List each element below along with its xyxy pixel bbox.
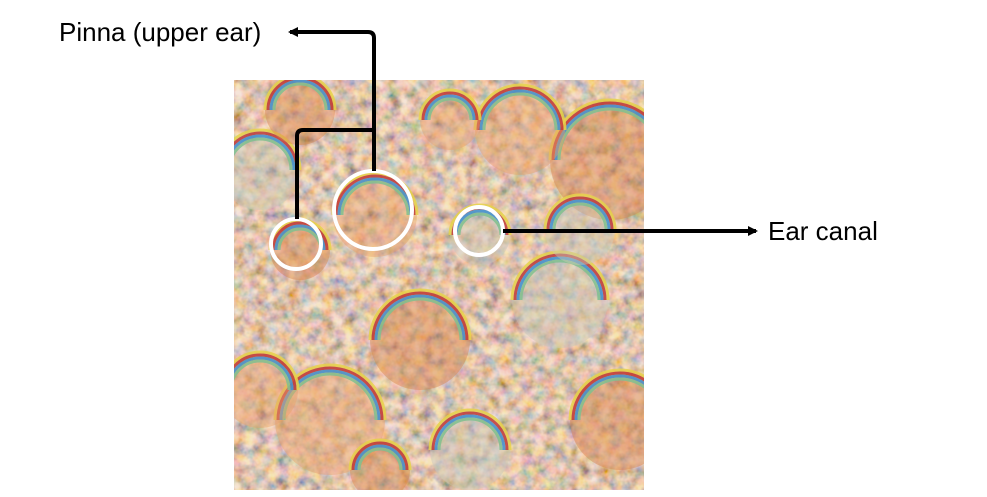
texture-rim [571, 371, 644, 421]
texture-bubble [512, 252, 608, 348]
texture-rim [548, 98, 644, 161]
texture-rim [377, 297, 463, 341]
texture-rim [549, 199, 611, 231]
texture-rim [519, 259, 601, 301]
texture-rim [434, 414, 506, 451]
texture-rim [551, 101, 644, 161]
texture-bubble [370, 290, 470, 390]
texture-rim [424, 94, 476, 121]
texture-rim [282, 372, 378, 421]
texture-rim [337, 177, 413, 216]
texture-rim [272, 82, 328, 111]
texture-rim [273, 363, 387, 421]
texture-rim [374, 294, 466, 341]
texture-bubble [475, 85, 565, 175]
pinna-label: Pinna (upper ear) [59, 17, 261, 47]
texture-rim [340, 180, 410, 216]
texture-rim [568, 368, 644, 421]
texture-rim [543, 193, 617, 231]
texture-bubble [430, 410, 510, 490]
texture-rim [234, 134, 296, 171]
texture-rim [557, 107, 644, 161]
pinna-leader-lines [288, 27, 376, 219]
texture-rim [437, 417, 503, 451]
texture-rim [234, 131, 299, 171]
texture-rim [234, 356, 294, 391]
texture-rim [577, 377, 644, 421]
texture-rim [431, 411, 509, 451]
texture-rim [269, 80, 331, 111]
texture-rim [276, 366, 384, 421]
texture-rim [354, 444, 406, 471]
texture-rim [482, 92, 558, 131]
texture-rim [428, 408, 512, 451]
texture-rim [574, 374, 644, 421]
texture-rim [513, 253, 607, 301]
texture-bubble [550, 100, 644, 220]
texture-rim [234, 359, 291, 391]
texture-rim [516, 256, 604, 301]
texture-rim [234, 137, 293, 171]
texture-rim [421, 91, 479, 121]
texture-rim [348, 438, 412, 471]
texture-rim [546, 196, 614, 231]
texture-rim [510, 250, 610, 301]
texture-rim [476, 86, 564, 131]
texture-rim [271, 221, 329, 251]
texture-rim [234, 350, 300, 391]
ear-canal-label: Ear canal [768, 216, 878, 246]
texture-rim [263, 80, 337, 111]
texture-rim [234, 353, 297, 391]
texture-rim [351, 441, 409, 471]
texture-rim [418, 88, 482, 121]
texture-rim [479, 89, 561, 131]
texture-rim [457, 212, 503, 236]
texture-rim [279, 369, 381, 421]
texture-rim [368, 288, 472, 341]
texture-rim [427, 97, 473, 121]
texture-rim [266, 80, 334, 111]
texture-rim [552, 202, 608, 231]
feature-visualization-image [234, 80, 644, 490]
texture-rim [371, 291, 469, 341]
texture-bubble [275, 365, 385, 475]
texture-rim [554, 104, 644, 161]
texture-rim [357, 447, 403, 471]
texture-bubble [333, 173, 417, 257]
